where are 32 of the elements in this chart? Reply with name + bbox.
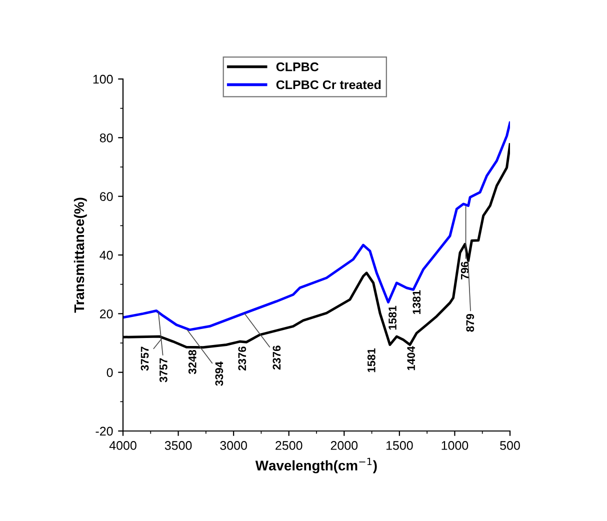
annotation: 796	[460, 262, 469, 280]
x-tick-label: 1000	[442, 441, 468, 450]
y-tick-label: 100	[93, 74, 113, 84]
annotation: 3248	[188, 350, 196, 374]
annotation: 3757	[140, 346, 149, 371]
x-tick-label: 3000	[220, 441, 247, 450]
annotation: 2376	[238, 346, 246, 370]
y-tick-label: 80	[100, 133, 113, 142]
annotation: 879	[466, 314, 474, 332]
y-tick-label: 60	[100, 192, 113, 201]
y-axis-title: Transmittance(%)	[74, 198, 87, 313]
y-tick-label: -20	[96, 426, 113, 436]
x-tick-label: 4000	[109, 441, 136, 450]
annotation: 1581	[367, 348, 376, 372]
x-tick-label: 2000	[330, 441, 358, 450]
annotation: 3757	[159, 358, 168, 382]
x-tick-label: 3500	[164, 441, 192, 450]
annotation: 1404	[407, 346, 416, 370]
x-tick-label: 500	[500, 441, 520, 450]
x-axis-title: Wavelength(cm$^{−1}$)	[255, 458, 377, 474]
legend-label: CLPBC Cr treated	[276, 80, 381, 90]
y-tick-label: 0	[106, 368, 113, 377]
legend-label: CLPBC	[276, 62, 319, 72]
line-series	[123, 121, 510, 332]
x-tick-label: 2500	[276, 441, 302, 450]
y-tick-label: 20	[100, 309, 113, 318]
y-tick-label: 40	[100, 250, 113, 260]
annotation: 2376	[272, 346, 281, 370]
annotation: 3394	[215, 361, 224, 386]
annotation: 1381	[412, 290, 421, 314]
x-tick-label: 1500	[386, 441, 413, 450]
annotation: 1581	[388, 306, 396, 330]
